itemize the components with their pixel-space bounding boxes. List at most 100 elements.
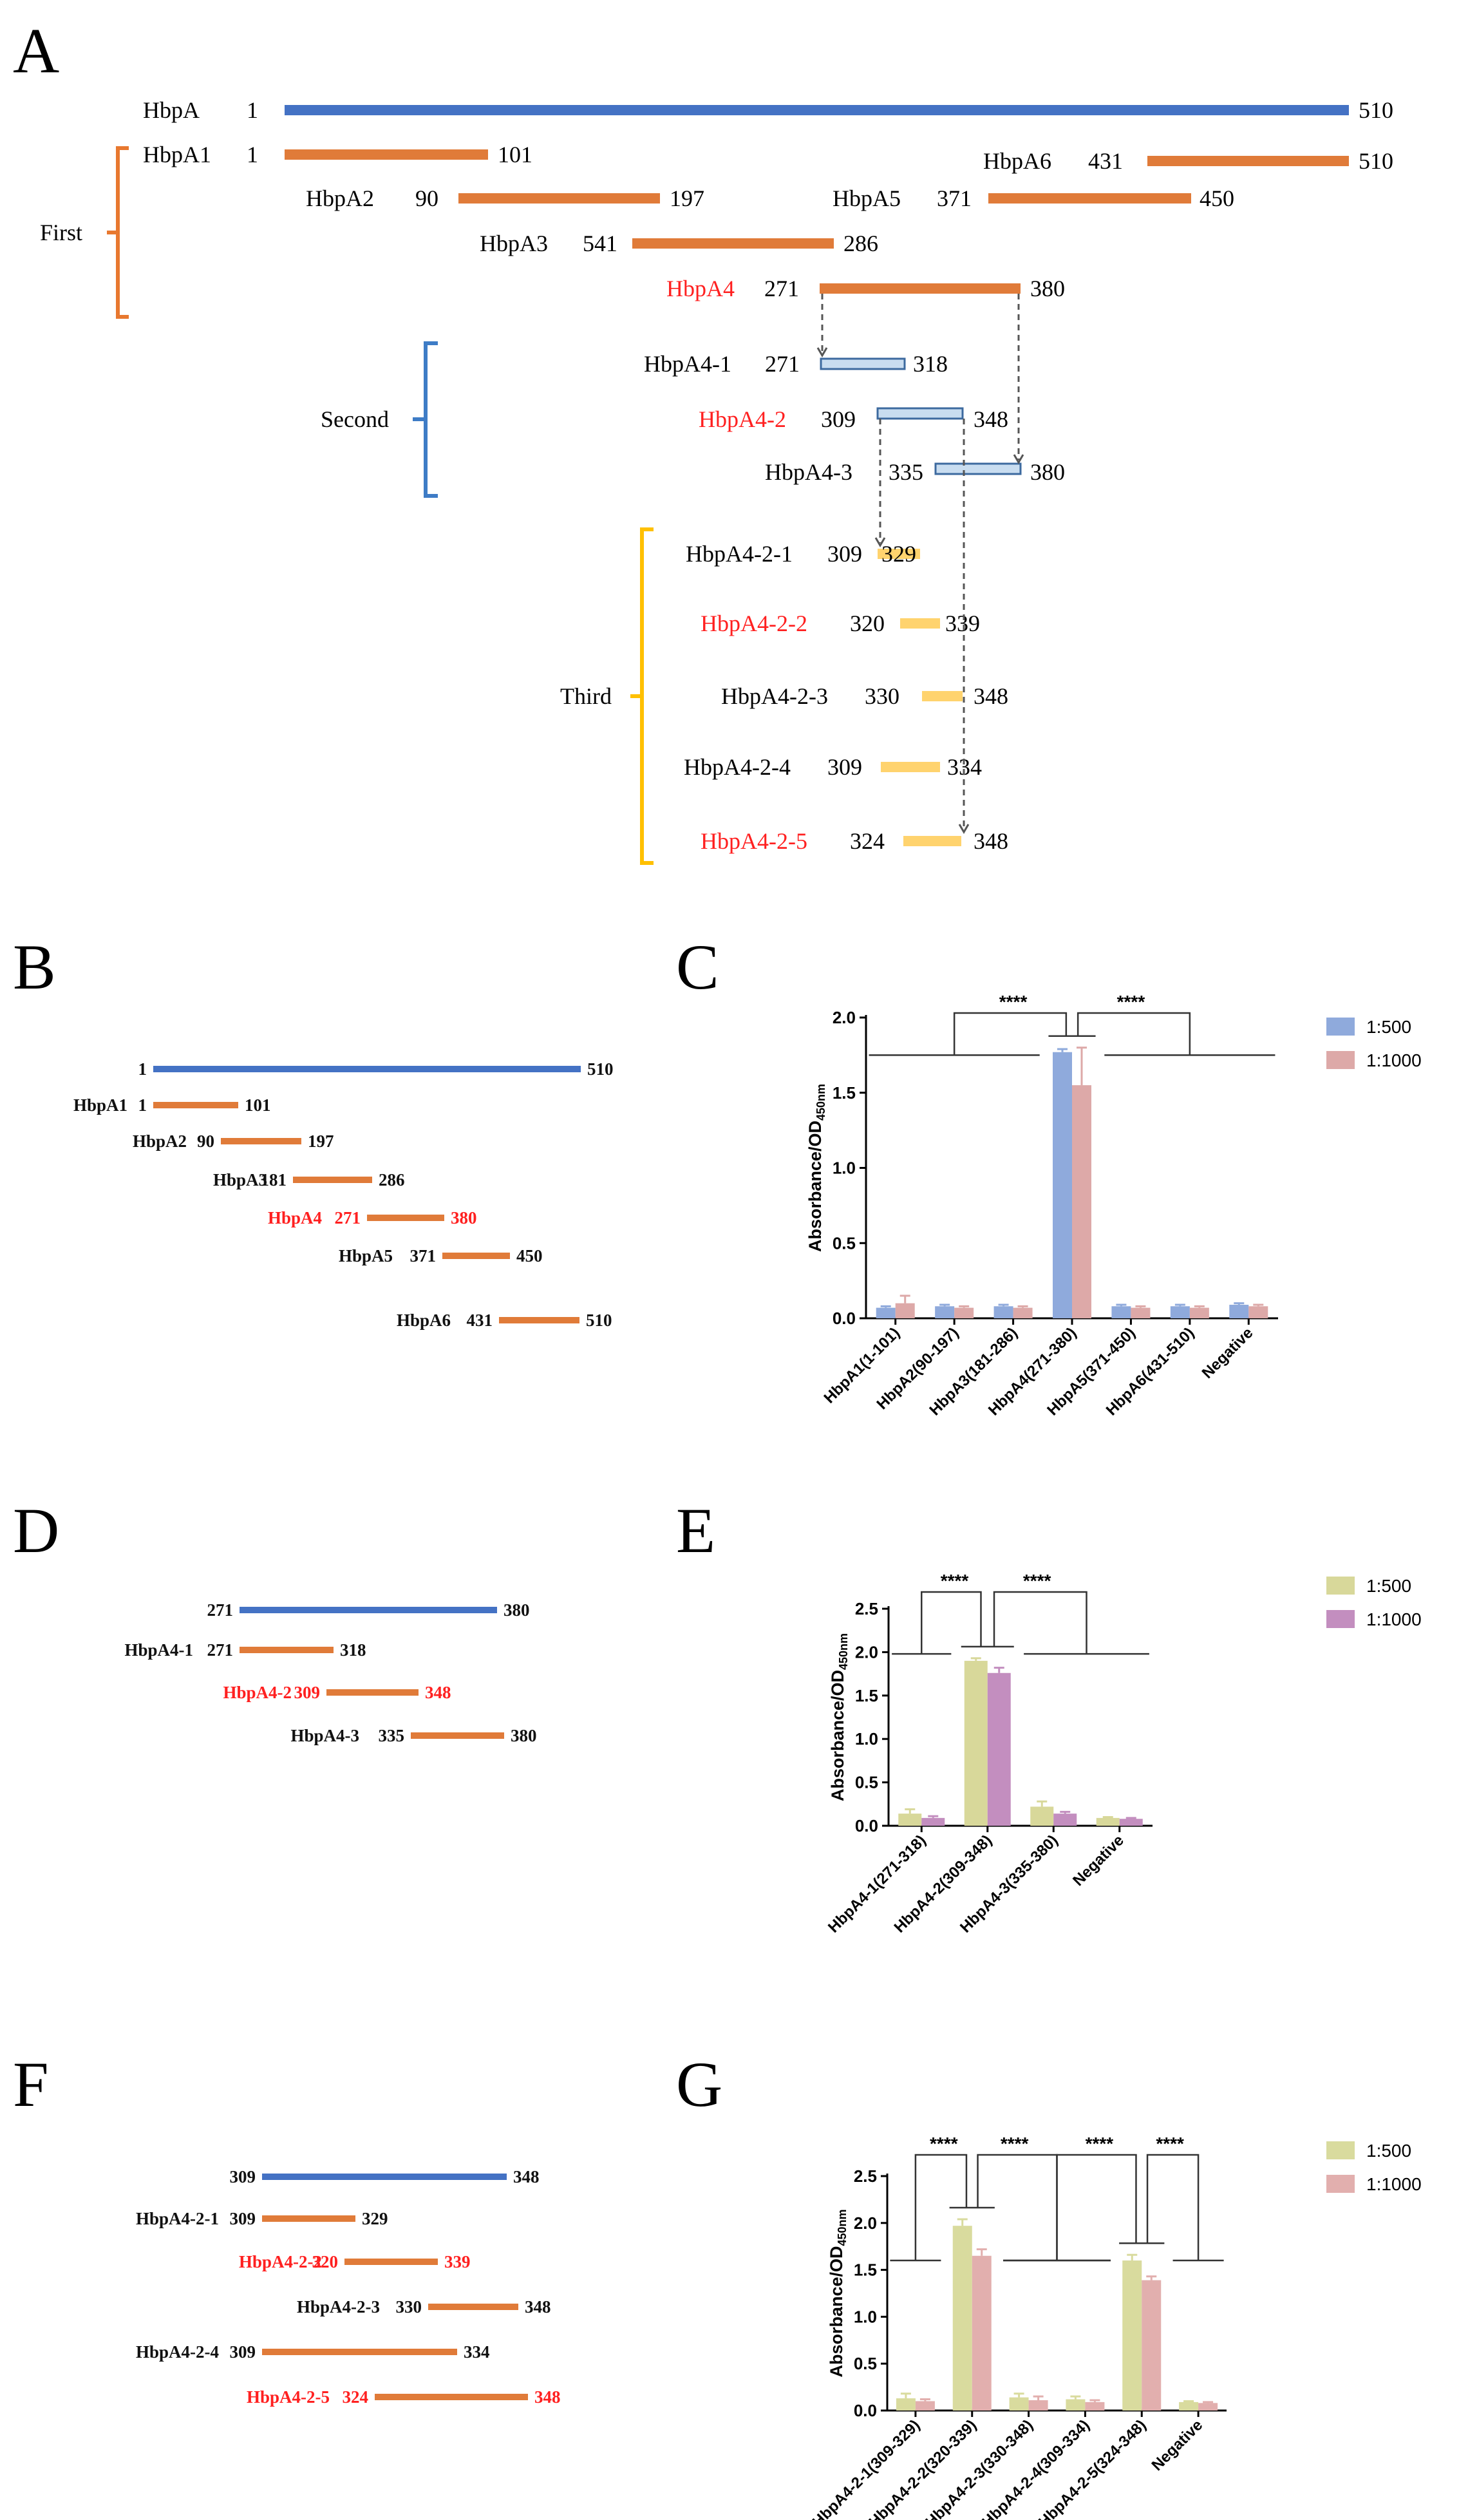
row-start: 1 <box>138 1095 147 1115</box>
y-tick-label: 1.0 <box>855 1729 878 1748</box>
row-end: 510 <box>587 1059 614 1079</box>
a-row-start: 335 <box>889 459 923 485</box>
bar <box>1198 2403 1218 2411</box>
a-arrowheads <box>816 347 1024 834</box>
panel-a-letter: A <box>13 15 59 86</box>
fragment-bar <box>240 1647 334 1653</box>
bar <box>1248 1306 1268 1318</box>
panel-a: First Second Third HbpA 1 510 HbpA1 1 10… <box>40 97 1393 865</box>
row-name: HbpA4-3 <box>290 1726 359 1745</box>
fragment-bar <box>428 2304 518 2310</box>
bar <box>993 1306 1013 1318</box>
a-bar-hbpa4-2-3 <box>922 691 963 701</box>
a-row-end: 339 <box>945 611 980 636</box>
bar <box>964 1660 988 1826</box>
row-start: 431 <box>467 1311 493 1330</box>
y-axis-label: Absorbance/OD450nm <box>805 1084 827 1252</box>
a-row-name: HbpA4-2 <box>699 406 786 432</box>
legend-swatch <box>1326 1577 1355 1595</box>
bracket-first <box>107 146 129 319</box>
y-tick-label: 0.5 <box>854 2354 877 2373</box>
row-name: HbpA4-2-3 <box>297 2297 380 2316</box>
a-row-name: HbpA1 <box>143 142 211 167</box>
a-row-end: 101 <box>498 142 532 167</box>
a-bar-hbpa4-2 <box>876 407 964 420</box>
row-start: 1 <box>138 1059 147 1079</box>
row-end: 334 <box>464 2342 490 2362</box>
fragment-bar <box>221 1138 301 1144</box>
a-row-start: 324 <box>850 828 885 854</box>
bar <box>1170 1306 1190 1318</box>
sig-bracket <box>953 1012 1068 1056</box>
a-row-start: 271 <box>765 351 800 377</box>
row-name: HbpA1 <box>73 1095 127 1115</box>
full-length-bar <box>153 1066 581 1072</box>
y-tick-label: 0.5 <box>833 1233 856 1253</box>
bar <box>1085 2402 1105 2411</box>
bar <box>1013 1307 1033 1318</box>
fragment-bar <box>293 1177 372 1183</box>
panel-d-letter: D <box>13 1495 59 1566</box>
y-axis-label: Absorbance/OD450nm <box>828 1633 850 1801</box>
row-name: HbpA5 <box>339 1246 393 1265</box>
full-length-bar <box>240 1607 497 1613</box>
full-length-bar <box>262 2174 507 2180</box>
a-bar-hbpa1 <box>285 149 488 160</box>
a-row-name: HbpA5 <box>833 185 901 211</box>
a-row-start: 541 <box>583 231 617 256</box>
legend-label: 1:500 <box>1366 1017 1411 1037</box>
legend-label: 1:500 <box>1366 2141 1411 2161</box>
a-bar-hbpa <box>285 105 1349 115</box>
y-tick-label: 2.0 <box>854 2213 877 2233</box>
a-row-name: HbpA4-2-5 <box>701 828 807 854</box>
a-row-end: 510 <box>1359 148 1393 174</box>
bar <box>952 2226 972 2411</box>
bar <box>1028 2400 1048 2411</box>
bar <box>1066 2399 1086 2411</box>
row-start: 271 <box>207 1640 234 1660</box>
a-row-end: 380 <box>1030 459 1065 485</box>
y-tick-label: 1.5 <box>855 1686 878 1705</box>
bracket-third <box>630 527 654 865</box>
row-start: 90 <box>197 1132 214 1151</box>
panel-f-letter: F <box>13 2049 49 2120</box>
y-tick-label: 0.0 <box>855 1816 878 1835</box>
a-row-start: 309 <box>821 406 856 432</box>
a-row-end: 380 <box>1030 276 1065 301</box>
a-row-start: 1 <box>247 97 258 123</box>
y-tick-label: 1.5 <box>854 2260 877 2280</box>
a-bar-hbpa4-2-2 <box>900 618 940 629</box>
a-row-name: HbpA2 <box>306 185 374 211</box>
fragment-bar <box>499 1317 579 1323</box>
row-end: 348 <box>425 1683 451 1702</box>
a-row-end: 450 <box>1200 185 1234 211</box>
row-start: 371 <box>410 1246 437 1265</box>
bar <box>898 1814 922 1826</box>
bar <box>987 1672 1011 1826</box>
row-name: HbpA3 <box>213 1170 267 1189</box>
bar <box>1009 2397 1029 2411</box>
y-tick-label: 0.0 <box>833 1309 856 1328</box>
a-row-name: HbpA4-2-4 <box>684 754 791 780</box>
legend-label: 1:500 <box>1366 1576 1411 1596</box>
fragment-bar <box>262 2215 355 2222</box>
panel-e-letter: E <box>676 1495 715 1566</box>
fragment-bar <box>153 1102 238 1108</box>
chart-e: 0.00.51.01.52.02.5Absorbance/OD450nmHbpA… <box>825 1571 1422 1937</box>
bar <box>1119 1819 1143 1826</box>
y-tick-label: 1.0 <box>854 2307 877 2326</box>
bar <box>1053 1052 1072 1318</box>
bar <box>1111 1306 1131 1318</box>
row-end: 348 <box>513 2167 540 2186</box>
row-name: HbpA4-2 <box>223 1683 292 1702</box>
panel-d: 271 380 HbpA4-1 271 318 HbpA4-2 309 348 HbpA4-3 3… <box>124 1600 536 1745</box>
bar <box>1189 1307 1209 1318</box>
a-row-end: 329 <box>881 541 916 567</box>
row-end: 318 <box>340 1640 366 1660</box>
row-start: 320 <box>312 2252 339 2271</box>
row-end: 329 <box>362 2209 388 2228</box>
a-row-end: 348 <box>974 828 1008 854</box>
a-bar-hbpa6 <box>1147 156 1349 166</box>
